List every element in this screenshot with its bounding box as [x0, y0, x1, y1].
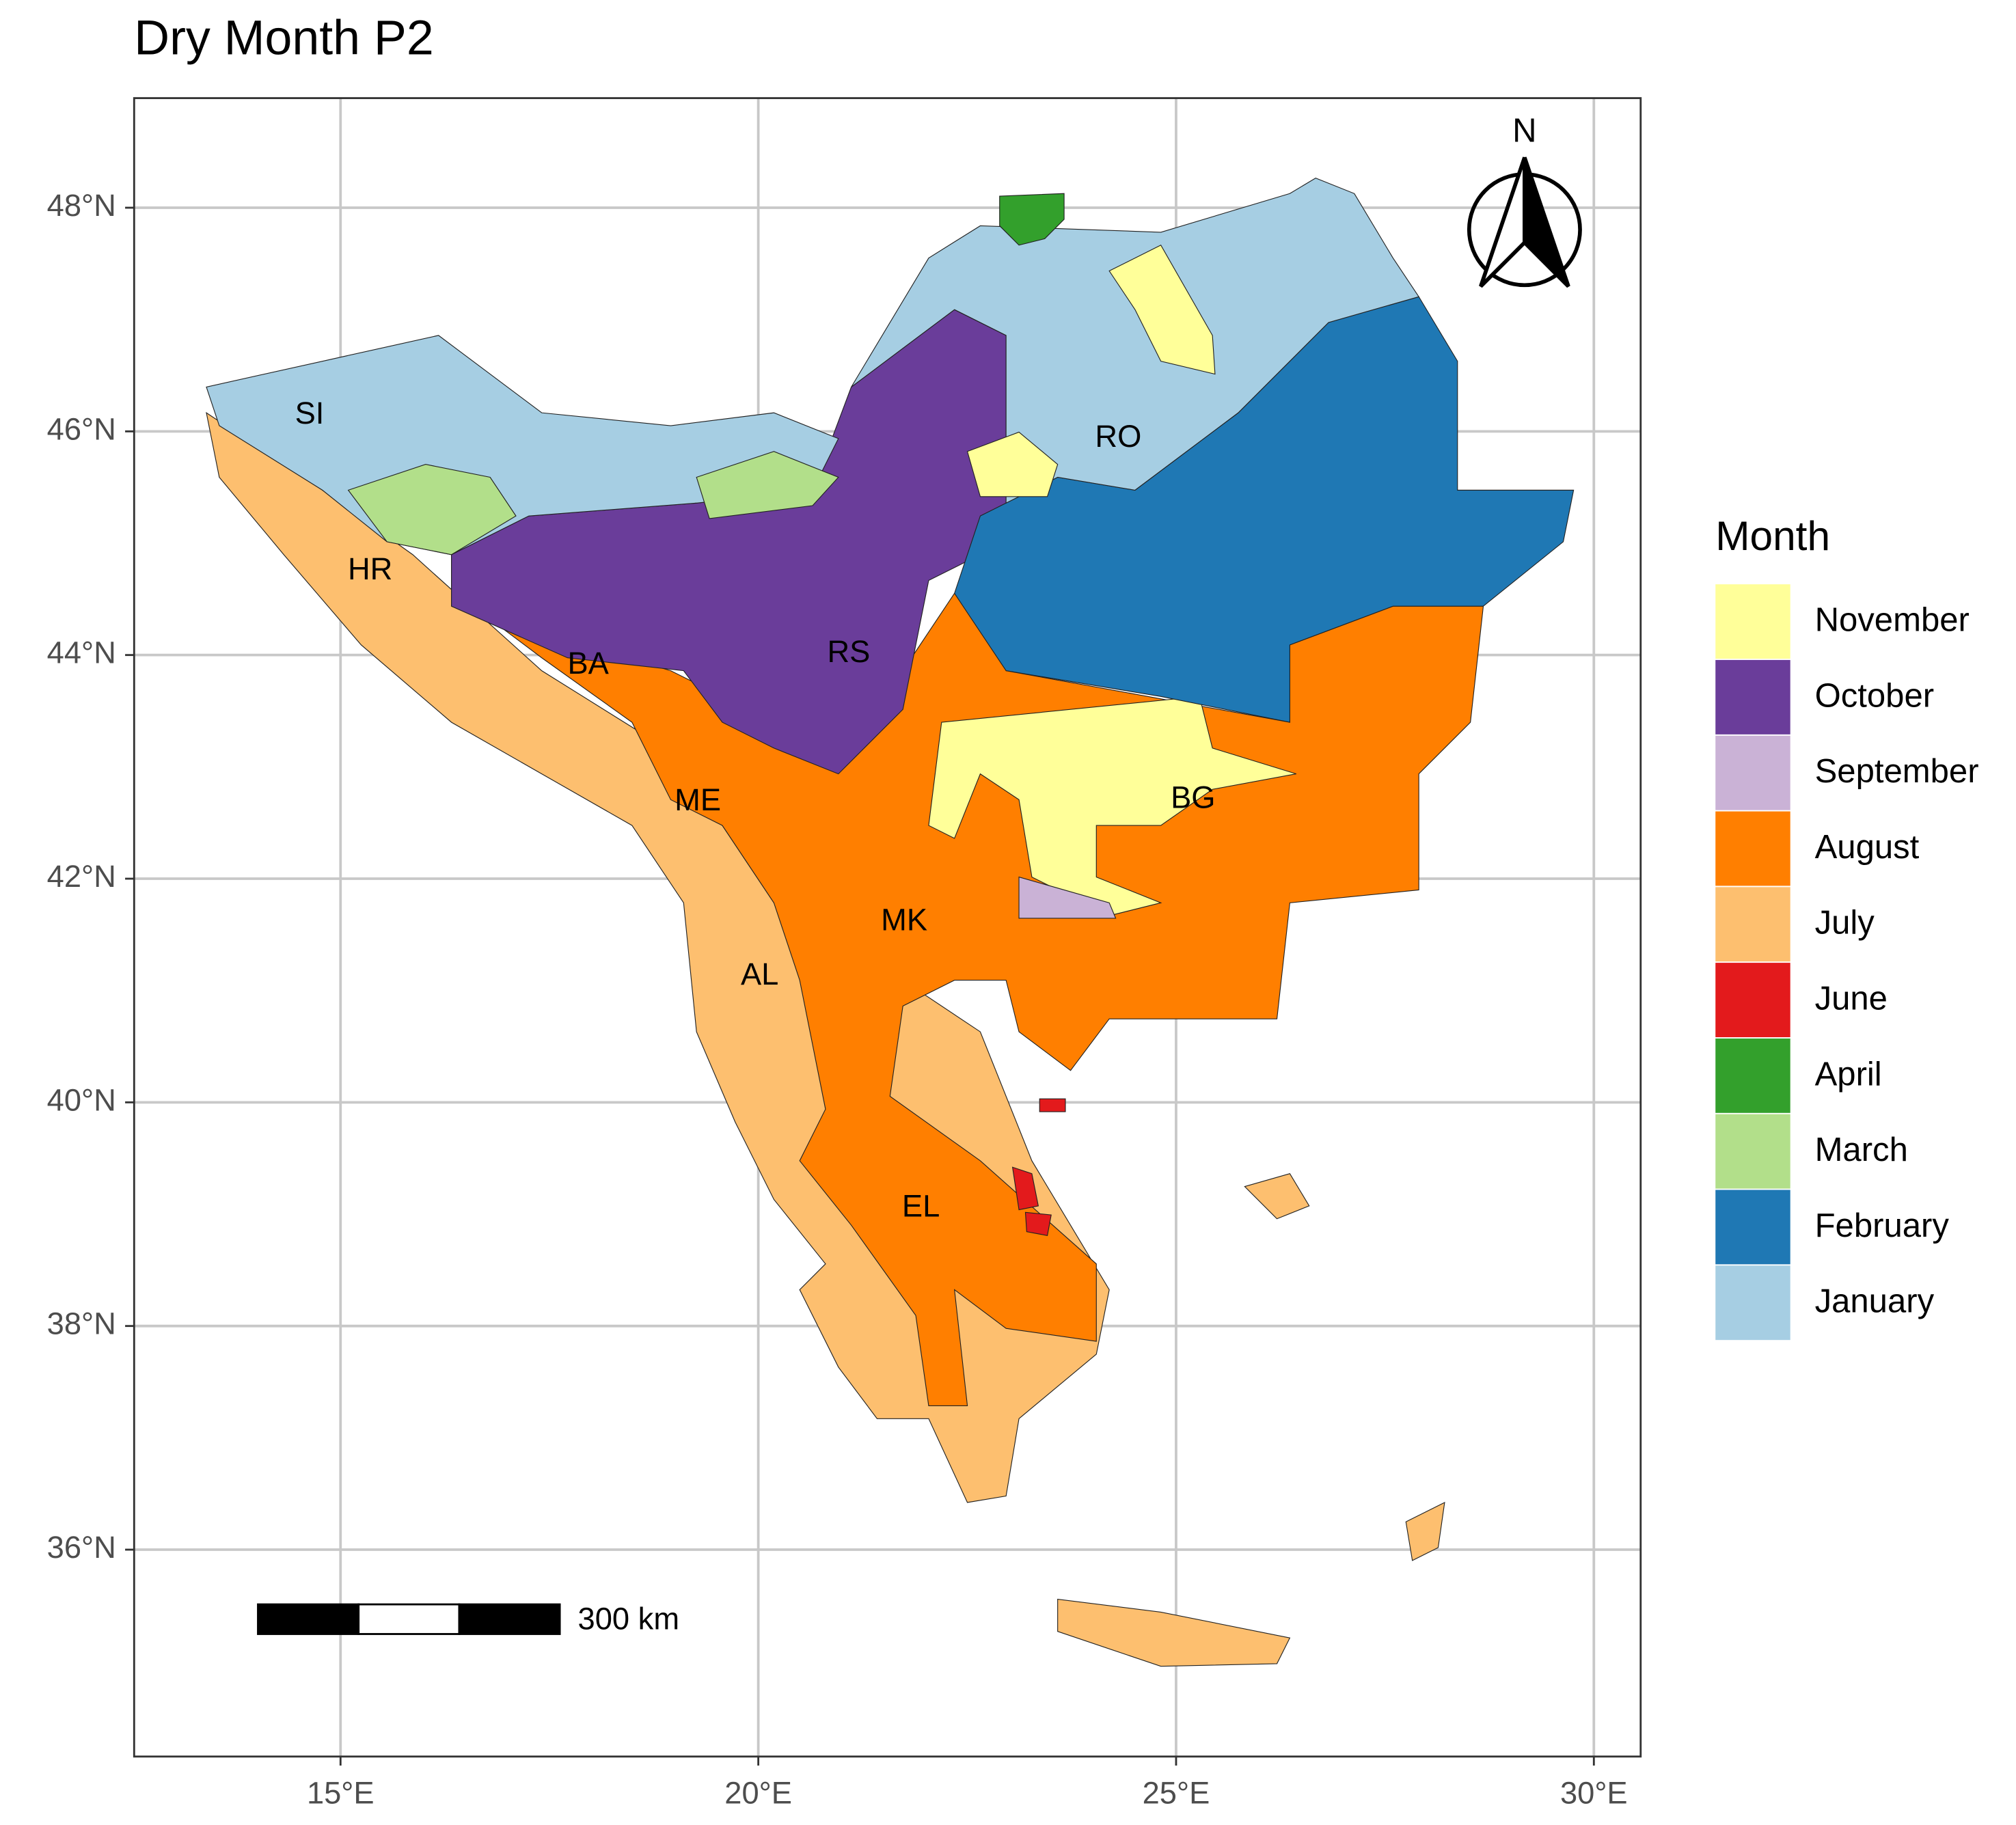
y-tick-label: 40°N [47, 1082, 116, 1117]
legend-title: Month [1715, 512, 1830, 559]
scale-segment [357, 1603, 461, 1635]
legend-label: October [1815, 677, 1935, 714]
north-arrow: N [1467, 113, 1582, 288]
legend-label: June [1815, 980, 1888, 1017]
map-title: Dry Month P2 [134, 11, 433, 66]
land-area [1018, 876, 1117, 919]
legend-label: January [1815, 1283, 1935, 1320]
land-area [347, 464, 517, 555]
y-tick-label: 42°N [47, 859, 116, 894]
region-label: SI [295, 396, 325, 430]
legend-key [1715, 963, 1790, 1038]
region-label: RO [1095, 419, 1141, 454]
x-tick-label: 20°E [724, 1775, 792, 1810]
axis-ticks: 15°E 20°E 25°E 30°E 36°N 38°N 40°N 42°N 44°N 46°N… [47, 188, 1628, 1810]
legend-label: February [1815, 1207, 1950, 1244]
y-tick-label: 46°N [47, 411, 116, 446]
x-tick-label: 15°E [307, 1775, 374, 1810]
land-area [1405, 1501, 1445, 1561]
legend-label: September [1815, 753, 1979, 790]
legend-key [1715, 1190, 1790, 1265]
land-area [966, 431, 1059, 497]
x-tick-label: 25°E [1143, 1775, 1210, 1810]
legend: Month November October September August July… [1715, 512, 1979, 1341]
legend-key [1715, 735, 1790, 810]
region-label: EL [902, 1189, 940, 1224]
land-area [1024, 1211, 1052, 1236]
land-area [696, 451, 839, 519]
scale-segment [458, 1603, 561, 1635]
land-area [1244, 1173, 1310, 1220]
legend-key [1715, 1038, 1790, 1113]
region-label: RS [827, 634, 870, 669]
scale-segment [257, 1603, 360, 1635]
region-label: BA [567, 646, 609, 681]
y-tick-label: 36°N [47, 1530, 116, 1565]
north-arrow-right [1523, 156, 1570, 288]
region-label: HR [348, 551, 392, 586]
legend-key [1715, 1265, 1790, 1341]
legend-label: July [1815, 905, 1875, 942]
legend-key [1715, 659, 1790, 735]
y-tick-label: 48°N [47, 188, 116, 223]
land-area [1057, 1598, 1291, 1667]
north-label: N [1512, 113, 1536, 150]
legend-label: April [1815, 1056, 1882, 1093]
land-area [1039, 1098, 1066, 1112]
legend-label: August [1815, 829, 1920, 866]
panel-border [133, 97, 1642, 1758]
region-label: AL [741, 957, 778, 991]
legend-label: November [1815, 602, 1970, 639]
legend-key [1715, 811, 1790, 886]
legend-label: March [1815, 1131, 1908, 1168]
region-labels: SI HR BA RS RO ME BG MK AL EL [295, 396, 1216, 1224]
x-tick-label: 30°E [1560, 1775, 1628, 1810]
region-label: BG [1171, 780, 1215, 814]
y-tick-label: 38°N [47, 1306, 116, 1341]
legend-key [1715, 887, 1790, 962]
land-area [928, 696, 1296, 916]
land [206, 177, 1575, 1667]
region-label: ME [675, 782, 721, 817]
y-tick-label: 44°N [47, 635, 116, 670]
land-area [1108, 245, 1216, 375]
land-area [999, 193, 1065, 246]
scale-label: 300 km [578, 1602, 680, 1636]
legend-key [1715, 1114, 1790, 1189]
scale-bar: 300 km [257, 1602, 680, 1636]
legend-key [1715, 584, 1790, 659]
region-label: MK [881, 903, 927, 937]
land-area [1011, 1166, 1039, 1211]
